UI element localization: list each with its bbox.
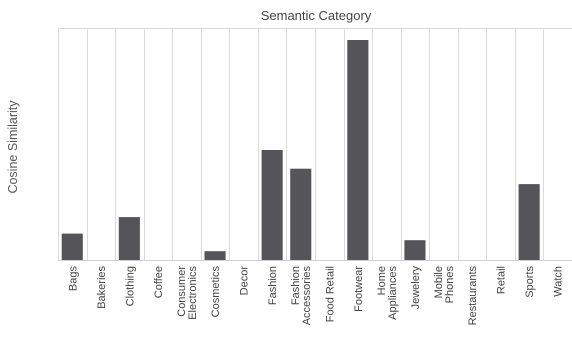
- y-axis-label: Cosine Similarity: [6, 100, 20, 194]
- x-tick-label: Retail: [496, 266, 508, 294]
- x-tick-label: ConsumerElectronics: [176, 266, 199, 320]
- x-tick-label-line: Clothing: [124, 266, 136, 306]
- bar: [261, 150, 283, 260]
- x-tick-label-line: Food Retail: [324, 266, 336, 322]
- x-tick-label-line: Fashion: [267, 266, 279, 305]
- x-tick-label: Bakeries: [96, 266, 108, 309]
- x-tick-label-line: Bags: [67, 266, 79, 292]
- x-tick-label-line: Consumer: [176, 266, 188, 317]
- x-tick-label-line: Sports: [524, 266, 536, 298]
- bar: [290, 168, 312, 260]
- x-tick-label-line: Footwear: [353, 266, 365, 312]
- bar: [61, 233, 83, 260]
- x-tick-label-line: Jewelery: [410, 266, 422, 310]
- bar: [118, 217, 140, 260]
- x-tick-label: Bags: [67, 266, 79, 292]
- x-tick-label: Decor: [239, 266, 251, 296]
- x-tick-label-line: Watch: [553, 266, 565, 297]
- x-tick-label: Sports: [524, 266, 536, 298]
- x-tick-label-line: Fashion: [290, 266, 302, 305]
- x-tick-label-line: Home: [376, 266, 388, 295]
- x-tick-label-line: Accessories: [301, 266, 313, 326]
- x-tick-label: Food Retail: [324, 266, 336, 322]
- x-tick-label-line: Retail: [496, 266, 508, 294]
- x-tick-label-line: Electronics: [187, 266, 199, 320]
- x-tick-label-line: Restaurants: [467, 266, 479, 326]
- x-tick-label-line: Coffee: [153, 266, 165, 298]
- x-tick-label-line: Bakeries: [96, 266, 108, 309]
- bar: [518, 184, 540, 260]
- x-tick-label-line: Decor: [239, 266, 251, 296]
- x-tick-label: Footwear: [353, 266, 365, 312]
- x-tick-label: HomeAppliances: [376, 266, 399, 320]
- x-tick-label: Clothing: [124, 266, 136, 306]
- x-tick-label-line: Appliances: [387, 266, 399, 320]
- bar: [204, 251, 226, 260]
- x-tick-label-line: Mobile: [433, 266, 445, 298]
- chart-title: Semantic Category: [261, 8, 372, 23]
- x-tick-label: Cosmetics: [210, 266, 222, 318]
- bar: [404, 240, 426, 260]
- x-tick-label: Restaurants: [467, 266, 479, 326]
- bars: [61, 40, 540, 260]
- x-tick-label: Watch: [553, 266, 565, 297]
- x-tick-label: Fashion: [267, 266, 279, 305]
- category-dividers: [87, 28, 544, 260]
- bar: [347, 40, 369, 260]
- x-tick-label: MobilePhones: [433, 266, 456, 304]
- x-tick-label: FashionAccessories: [290, 266, 313, 326]
- x-tick-label: Coffee: [153, 266, 165, 298]
- x-tick-label: Jewelery: [410, 266, 422, 310]
- x-tick-labels: Bags Bakeries Clothing Coffee ConsumerElectr…: [67, 266, 564, 326]
- x-tick-label-line: Phones: [444, 266, 456, 304]
- x-tick-label-line: Cosmetics: [210, 266, 222, 318]
